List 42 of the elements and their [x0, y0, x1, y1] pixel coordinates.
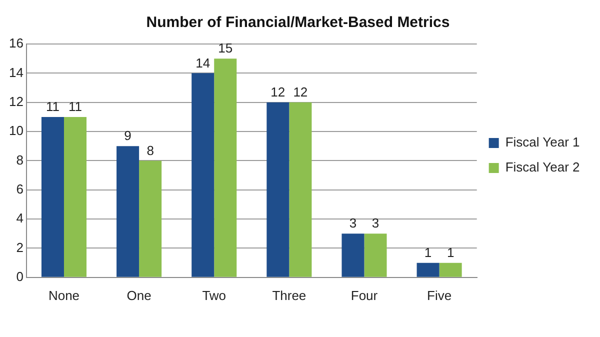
legend-label: Fiscal Year 2 [505, 160, 580, 175]
x-tick-label: Two [202, 288, 226, 303]
bar [266, 102, 290, 277]
legend-label: Fiscal Year 1 [505, 134, 580, 150]
y-tick-label: 2 [16, 240, 24, 255]
data-label: 1 [424, 244, 432, 260]
data-label: 3 [349, 216, 357, 231]
data-label: 14 [196, 55, 210, 70]
y-tick-label: 10 [8, 123, 24, 138]
y-tick-label: 12 [8, 94, 24, 109]
y-tick-label: 6 [16, 181, 24, 196]
data-label: 3 [372, 216, 380, 231]
bar [364, 234, 387, 277]
x-tick-label: None [48, 288, 80, 303]
bar [289, 102, 312, 277]
bar [214, 58, 237, 277]
data-label: 8 [146, 142, 154, 158]
bar [116, 146, 140, 277]
chart-title: Number of Financial/Market-Based Metrics [146, 14, 450, 32]
data-label: 12 [293, 84, 308, 100]
bar [192, 73, 214, 277]
y-tick-label: 16 [8, 36, 24, 51]
bar [41, 116, 64, 277]
data-label: 15 [218, 40, 233, 56]
x-tick-label: Three [272, 288, 306, 303]
y-tick-label: 8 [16, 152, 24, 168]
y-tick-label: 0 [16, 268, 24, 284]
x-tick-label: Five [427, 288, 452, 303]
y-tick-label: 4 [16, 210, 24, 226]
data-label: 11 [68, 99, 82, 114]
data-label: 9 [124, 128, 132, 144]
bar [342, 234, 364, 277]
bar [439, 262, 462, 277]
bar [139, 160, 162, 277]
data-label: 12 [270, 84, 286, 100]
bar [64, 116, 87, 277]
x-tick-label: Four [350, 288, 378, 303]
data-label: 11 [46, 99, 60, 114]
y-tick-label: 14 [8, 64, 24, 80]
x-tick-label: One [126, 288, 152, 303]
data-label: 1 [446, 244, 454, 260]
bar [416, 262, 440, 277]
